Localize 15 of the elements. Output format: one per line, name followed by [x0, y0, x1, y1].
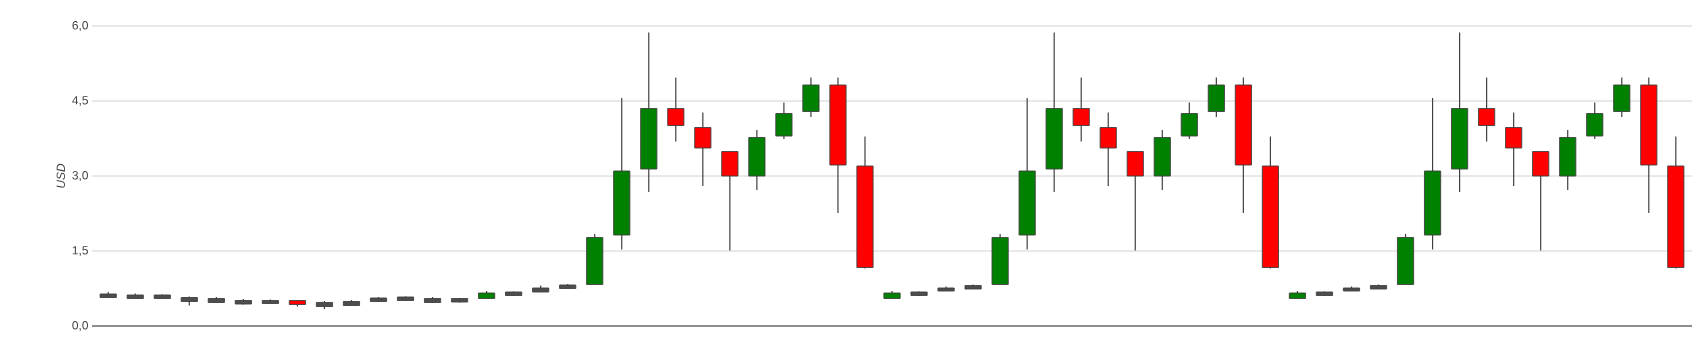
- y-tick-label: 3,0: [72, 171, 89, 181]
- candlestick: [667, 76, 685, 143]
- y-tick-label: 1,5: [72, 246, 88, 256]
- y-tick-label: 6,0: [72, 21, 89, 31]
- candlestick: [1072, 76, 1090, 143]
- candlestick: [775, 101, 793, 140]
- candlestick: [1586, 101, 1604, 140]
- candlestick: [1478, 76, 1496, 143]
- y-axis-title: USD: [56, 163, 66, 188]
- candlestick: [1099, 111, 1117, 187]
- candlestick: [694, 111, 712, 187]
- y-tick-label: 0,0: [72, 321, 89, 331]
- y-tick-label: 4,5: [72, 96, 88, 106]
- candlestick: [1505, 111, 1523, 187]
- candlestick: [1180, 101, 1198, 140]
